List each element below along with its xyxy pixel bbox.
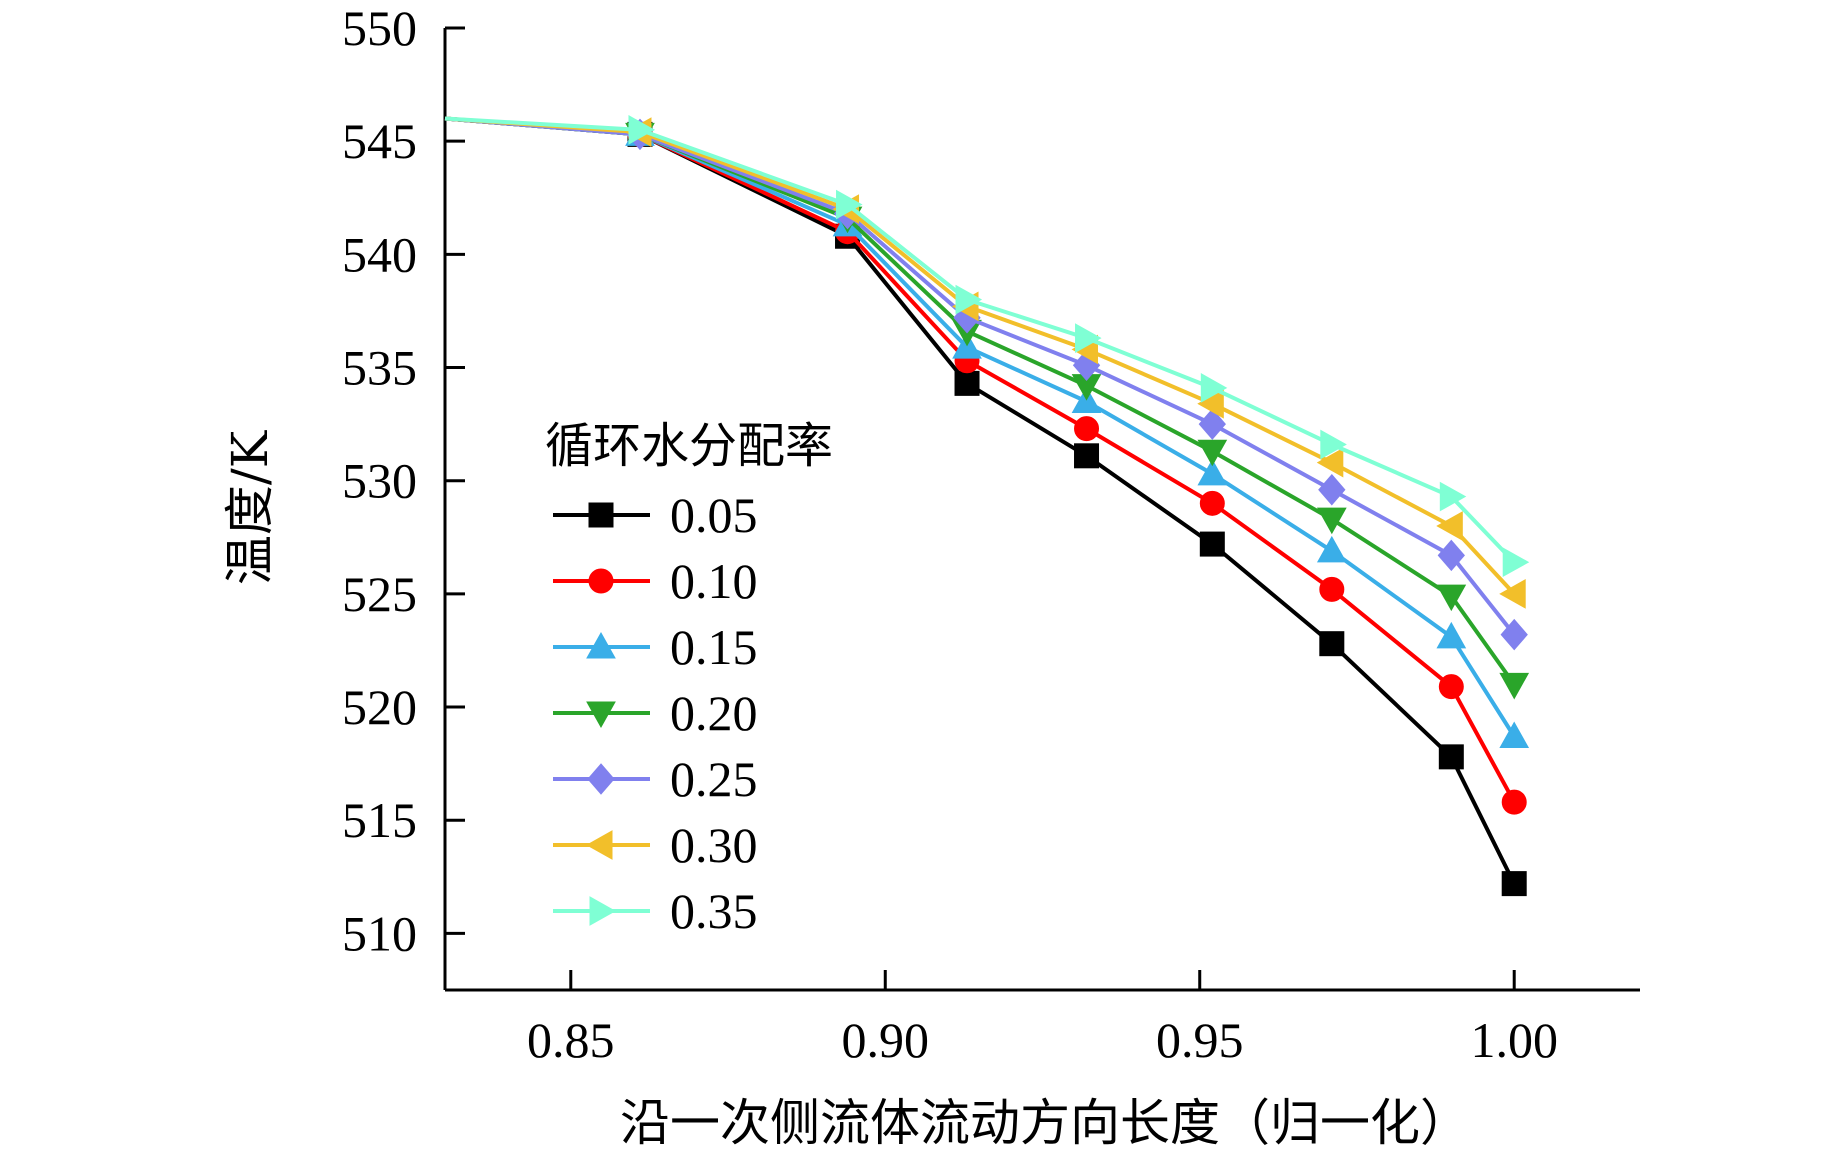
legend: 循环水分配率 0.05 0.10 0.15 0.20 0.25 0.30 0.35 — [545, 418, 833, 939]
legend-label: 0.05 — [670, 487, 758, 543]
legend-marker — [588, 502, 614, 528]
legend-entry: 0.25 — [553, 751, 758, 807]
y-tick-label: 540 — [342, 226, 417, 282]
legend-label: 0.30 — [670, 817, 758, 873]
legend-entry: 0.05 — [553, 487, 758, 543]
y-tick-label: 515 — [342, 792, 417, 848]
series-0.25 — [444, 116, 1528, 651]
legend-entry: 0.35 — [553, 883, 758, 939]
legend-entry: 0.10 — [553, 553, 758, 609]
data-point — [1438, 744, 1464, 770]
data-point — [1319, 631, 1345, 657]
data-point — [1436, 511, 1463, 541]
x-axis-title: 沿一次侧流体流动方向长度（归一化） — [620, 1094, 1470, 1152]
legend-marker — [589, 896, 617, 926]
legend-marker — [586, 701, 616, 729]
data-point — [1439, 481, 1467, 512]
data-point — [1500, 618, 1528, 651]
data-point — [836, 189, 863, 220]
y-tick-label: 535 — [342, 340, 417, 396]
data-point — [1436, 584, 1467, 612]
data-point — [1499, 672, 1530, 700]
data-point — [1316, 507, 1347, 535]
y-tick-label: 545 — [342, 113, 417, 169]
data-point — [1437, 539, 1465, 572]
data-point — [1197, 439, 1228, 467]
data-point — [1501, 871, 1527, 897]
x-tick-label: 0.95 — [1156, 1012, 1244, 1068]
data-point — [1501, 789, 1527, 815]
y-tick-label: 525 — [342, 566, 417, 622]
legend-marker — [586, 631, 616, 659]
data-point — [1198, 408, 1226, 440]
x-tick-label: 0.90 — [842, 1012, 930, 1068]
series-0.35 — [444, 115, 1530, 578]
data-point — [1316, 447, 1344, 478]
data-point — [1199, 531, 1225, 557]
legend-marker — [588, 568, 614, 594]
data-point — [955, 284, 983, 315]
legend-marker — [587, 763, 615, 795]
legend-label: 0.35 — [670, 883, 758, 939]
data-point — [1075, 323, 1102, 353]
data-point — [1438, 674, 1464, 700]
data-point — [1199, 490, 1225, 516]
legend-label: 0.20 — [670, 685, 758, 741]
y-tick-label: 550 — [342, 0, 417, 56]
series-line — [444, 116, 1516, 564]
legend-entry: 0.20 — [553, 685, 758, 741]
data-point — [1499, 579, 1526, 609]
data-point — [628, 115, 655, 145]
series-0.20 — [444, 116, 1530, 700]
axes: 510 515 520 525 530 535 540 545 550 0.85 0.90 0.95 1… — [342, 0, 1640, 1068]
data-point — [1316, 535, 1347, 563]
data-point — [1319, 576, 1345, 602]
data-point — [1197, 458, 1228, 486]
data-point — [1074, 443, 1100, 469]
legend-label: 0.25 — [670, 751, 758, 807]
series-line — [444, 116, 1516, 686]
legend-label: 0.10 — [670, 553, 758, 609]
data-point — [1436, 621, 1467, 649]
y-tick-label: 510 — [342, 905, 417, 961]
data-point — [1200, 373, 1228, 403]
y-tick-label: 530 — [342, 453, 417, 509]
series-line — [444, 116, 1516, 636]
legend-entry: 0.30 — [553, 817, 758, 873]
legend-label: 0.15 — [670, 619, 758, 675]
x-tick-label: 0.85 — [527, 1012, 615, 1068]
y-axis-title: 温度/K — [221, 429, 279, 585]
data-point — [1502, 547, 1530, 578]
legend-marker — [585, 830, 613, 860]
data-point — [1318, 473, 1346, 506]
data-point — [1320, 429, 1347, 460]
data-point — [1074, 416, 1100, 442]
legend-title: 循环水分配率 — [545, 418, 833, 474]
y-tick-label: 520 — [342, 679, 417, 735]
series-layer — [444, 115, 1530, 897]
series-0.30 — [444, 116, 1526, 609]
legend-entry: 0.15 — [553, 619, 758, 675]
data-point — [1499, 721, 1530, 748]
x-tick-label: 1.00 — [1470, 1012, 1558, 1068]
data-point — [954, 370, 980, 396]
